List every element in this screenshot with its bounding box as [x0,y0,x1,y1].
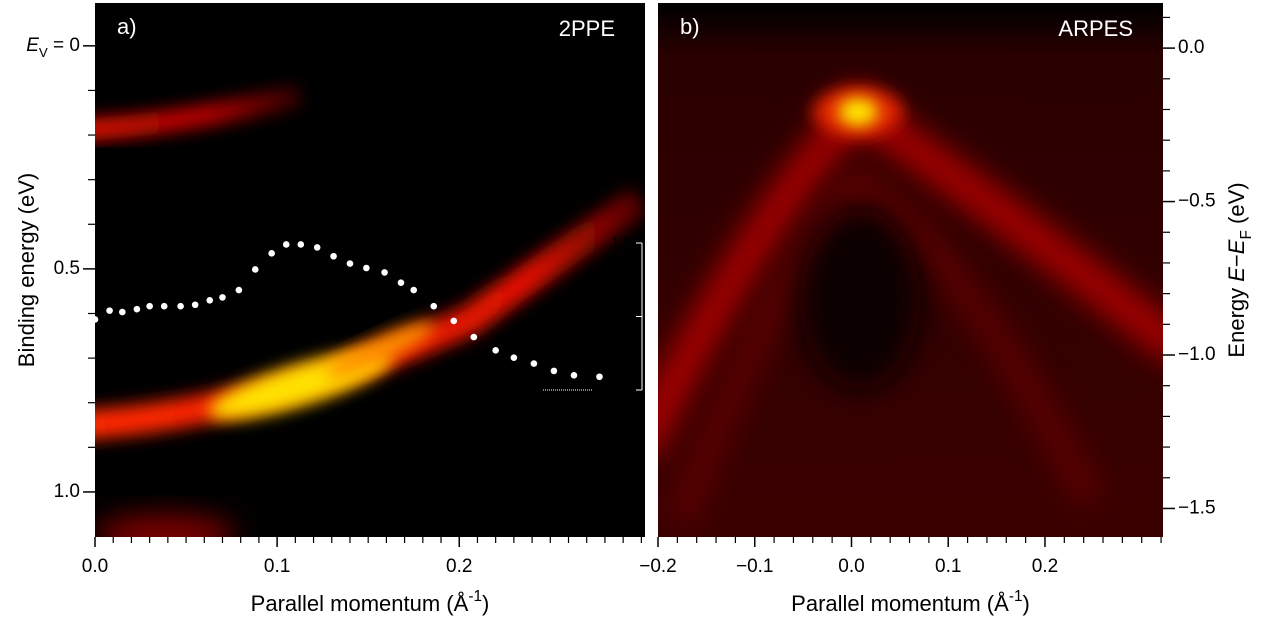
intensity-point [91,316,99,323]
intensity-point [146,302,153,310]
y-axis-label: Binding energy (eV) [14,173,39,367]
heatmap-b [658,3,1163,537]
inset-tick-label: 0.5 [611,307,632,324]
text-part: -1 [1009,588,1023,605]
intensity-point [268,249,275,257]
inset-tick-label: 1.0 [611,234,632,251]
x-axis-label: Parallel momentum (Å-1) [251,588,490,616]
x-tick-label: 0.2 [1032,556,1058,577]
intensity-point [470,333,478,341]
x-tick-label: −0.1 [736,556,774,577]
panel-label: b) [680,14,700,39]
text-part: E [1224,239,1249,254]
intensity-point [330,252,337,260]
intensity-point [570,372,578,379]
x-tick-label: 0.2 [446,556,472,577]
intensity-point [381,269,388,276]
intensity-point [219,294,226,301]
text-part: Energy [1224,282,1249,358]
y-axis-label: Energy E−EF (eV) [1224,182,1255,357]
intensity-point [550,367,558,375]
y-tick-label: EV = 0 [26,35,80,60]
intensity-point [297,241,305,248]
panel-title: 2PPE [559,16,615,41]
y-tick-label: −1.5 [1178,497,1216,518]
intensity-point [510,354,518,361]
intensity-point [206,297,214,304]
intensity-point [397,279,405,286]
text-part: V [39,45,48,60]
intensity-point [363,264,370,272]
y-tick-label: −1.0 [1178,344,1216,365]
intensity-point [596,373,603,381]
x-tick-label: 0.0 [838,556,864,577]
text-part: ) [1023,591,1030,616]
x-tick-label: −0.2 [639,556,677,577]
intensity-point [530,360,538,367]
intensity-point [106,307,113,314]
text-part: Parallel momentum (Å [791,591,1009,616]
intensity-point [133,305,141,313]
y-tick-label: 1.0 [54,481,80,502]
text-part: ) [482,591,489,616]
y-tick-label: 0.0 [1178,37,1204,58]
intensity-point [430,302,438,310]
inset-tick-label: 0.0 [611,381,632,398]
text-part: E [26,35,39,56]
text-part: (eV) [1224,182,1249,230]
y-tick-label: 0.5 [54,258,80,279]
intensity-point [492,347,499,354]
intensity-point [251,266,259,273]
text-part: E [1224,267,1249,282]
x-tick-label: 0.1 [935,556,961,577]
x-tick-label: 0.0 [82,556,108,577]
intensity-point [313,244,321,251]
intensity-point [177,302,184,310]
x-axis-label: Parallel momentum (Å-1) [791,588,1030,616]
text-part: -1 [468,588,482,605]
intensity-point [410,286,418,294]
text-part: = 0 [48,35,80,56]
intensity-point [235,286,243,294]
text-part: Parallel momentum (Å [251,591,469,616]
text-part: F [1238,230,1255,239]
intensity-point [160,302,168,310]
intensity-point [346,260,354,267]
text-part: − [1224,254,1249,267]
x-tick-label: 0.1 [264,556,290,577]
panel-title: ARPES [1058,16,1133,41]
intensity-point [450,317,458,325]
y-tick-label: −0.5 [1178,191,1216,212]
intensity-point [191,301,199,309]
intensity-point [282,241,290,248]
panel-label: a) [117,14,137,39]
heatmap-a [95,3,645,537]
inset-axis-label: Intensity [573,288,590,344]
intensity-point [119,308,126,316]
